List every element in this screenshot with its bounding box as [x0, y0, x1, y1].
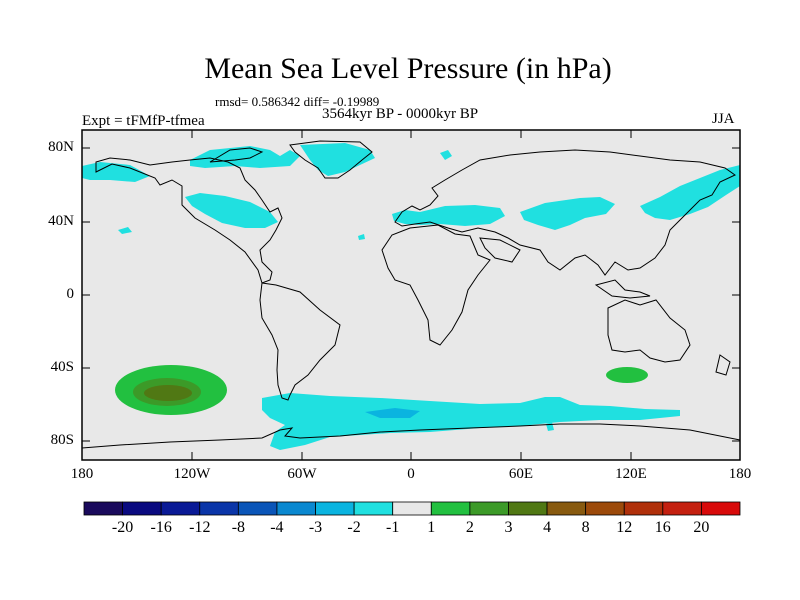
- coast-new-zealand: [715, 354, 731, 376]
- colorbar-label: 2: [465, 519, 474, 536]
- colorbar-label: 8: [581, 519, 590, 536]
- lat-label-80s: 80S: [50, 432, 74, 448]
- colorbar-label: -16: [150, 519, 172, 536]
- lon-label-180w: 180: [70, 466, 94, 482]
- colorbar-box: [199, 501, 239, 516]
- anomaly-negative-canada: [190, 146, 300, 168]
- anomaly-negative-greenland: [300, 143, 375, 176]
- colorbar: [83, 501, 741, 516]
- colorbar-label: 4: [543, 519, 552, 536]
- coast-eurasia: [394, 149, 736, 276]
- anomaly-negative-central-asia: [520, 197, 615, 230]
- anomaly-positive-south-indian: [606, 367, 648, 383]
- lon-label-120w: 120W: [173, 466, 211, 482]
- colorbar-box: [237, 501, 278, 516]
- coast-south-america: [259, 282, 341, 401]
- anomaly-shading: [82, 143, 740, 450]
- colorbar-box: [276, 501, 316, 516]
- colorbar-box: [662, 501, 702, 516]
- season-label: JJA: [712, 111, 735, 127]
- lon-label-60e: 60E: [508, 466, 534, 482]
- axis-ticks: [82, 130, 740, 460]
- coast-australia: [607, 299, 691, 363]
- lat-label-80n: 80N: [48, 139, 74, 155]
- coast-antarctica: [81, 423, 741, 449]
- coast-north-america: [95, 157, 283, 284]
- colorbar-box: [315, 501, 355, 516]
- coast-arabia: [479, 237, 521, 263]
- lon-label-60w: 60W: [287, 466, 317, 482]
- anomaly-negative-southern-ocean-core: [365, 408, 420, 418]
- colorbar-label: 16: [654, 519, 671, 536]
- lat-label-40s: 40S: [50, 359, 74, 375]
- colorbar-box: [469, 501, 509, 516]
- anomaly-negative-north-america: [185, 193, 278, 228]
- colorbar-label: -3: [308, 519, 323, 536]
- lon-label-120e: 120E: [615, 466, 647, 482]
- coast-africa: [381, 224, 491, 346]
- colorbar-label: -1: [386, 519, 400, 536]
- colorbar-box: [160, 501, 201, 516]
- colorbar-box: [392, 501, 432, 516]
- anomaly-negative-atlantic-dot: [358, 234, 365, 240]
- anomaly-negative-arctic-patch: [440, 150, 452, 160]
- colorbar-label: -12: [189, 519, 211, 536]
- map-title: Mean Sea Level Pressure (in hPa): [204, 52, 612, 85]
- colorbar-label: -8: [231, 519, 246, 536]
- colorbar-box: [430, 501, 471, 516]
- coast-indonesia: [594, 279, 651, 299]
- colorbar-label: -20: [111, 519, 134, 536]
- colorbar-box: [508, 501, 548, 516]
- lon-label-0: 0: [407, 466, 415, 482]
- colorbar-box: [83, 501, 123, 516]
- anomaly-negative-east-asia: [640, 165, 740, 220]
- colorbar-label: 1: [427, 519, 436, 536]
- lat-label-40n: 40N: [48, 213, 74, 229]
- coastlines: [81, 140, 741, 449]
- colorbar-box: [701, 501, 741, 516]
- colorbar-box: [546, 501, 587, 516]
- coast-greenland: [289, 140, 373, 179]
- colorbar-label: 12: [616, 519, 633, 536]
- anomaly-negative-pacific-dot: [118, 227, 132, 234]
- lat-label-equator: 0: [66, 286, 75, 302]
- colorbar-box: [623, 501, 664, 516]
- colorbar-box: [585, 501, 625, 516]
- anomaly-negative-mediterranean: [392, 205, 505, 226]
- colorbar-box: [122, 501, 162, 516]
- stats-line: rmsd= 0.586342 diff= -0.19989: [215, 94, 380, 109]
- colorbar-label: 3: [504, 519, 513, 536]
- lon-label-180e: 180: [728, 466, 752, 482]
- colorbar-label: -4: [270, 519, 284, 536]
- colorbar-label: 20: [693, 519, 710, 536]
- period-label: 3564kyr BP - 0000kyr BP: [322, 106, 479, 122]
- coast-arctic-islands: [209, 147, 264, 163]
- anomaly-positive-south-pacific-peak: [144, 385, 192, 401]
- experiment-label: Expt = tFMfP-tfmea: [82, 113, 205, 129]
- anomaly-negative-arctic-west: [82, 162, 150, 182]
- anomaly-negative-southern-ocean: [262, 393, 680, 450]
- colorbar-box: [353, 501, 394, 516]
- colorbar-label: -2: [347, 519, 361, 536]
